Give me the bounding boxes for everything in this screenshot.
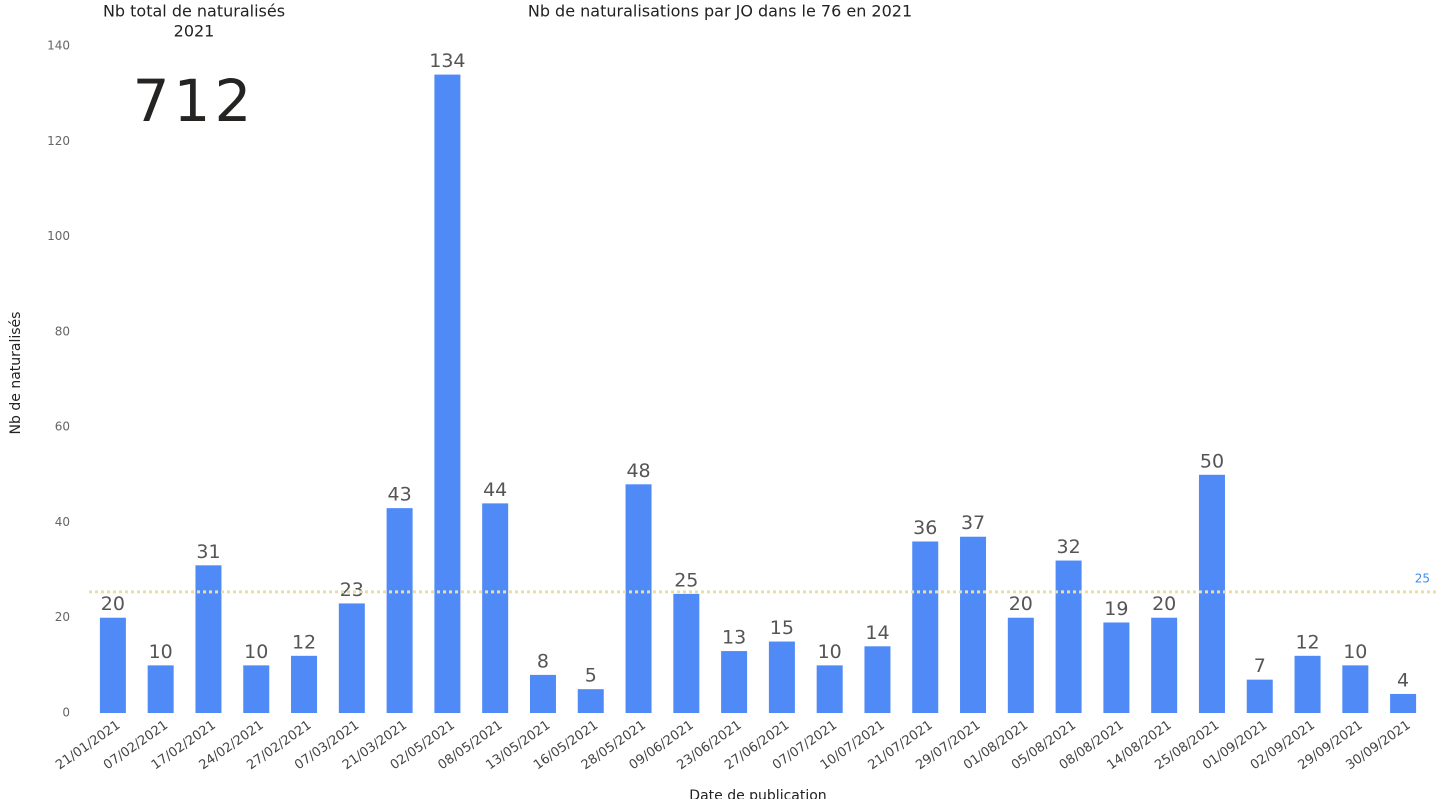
bar bbox=[912, 541, 939, 713]
value-label: 8 bbox=[537, 650, 549, 672]
bar bbox=[482, 503, 509, 713]
reference-label: 25 bbox=[1415, 571, 1430, 585]
bar bbox=[1007, 617, 1034, 713]
bar bbox=[864, 646, 891, 713]
bar bbox=[1103, 622, 1130, 713]
y-tick-label: 20 bbox=[55, 610, 70, 624]
value-label: 32 bbox=[1057, 536, 1081, 558]
card-value: 712 bbox=[133, 67, 256, 135]
bar bbox=[338, 603, 365, 713]
y-tick-label: 80 bbox=[55, 324, 70, 338]
y-axis-label: Nb de naturalisés bbox=[8, 312, 24, 435]
card-title: Nb total de naturalisés bbox=[103, 2, 285, 21]
bar bbox=[1055, 560, 1082, 713]
bar bbox=[721, 651, 748, 713]
value-label: 7 bbox=[1254, 655, 1266, 677]
bar bbox=[1198, 474, 1225, 713]
value-label: 20 bbox=[1009, 593, 1033, 615]
bar bbox=[816, 665, 843, 713]
value-label: 13 bbox=[722, 627, 746, 649]
bar bbox=[195, 565, 222, 713]
chart-title: Nb de naturalisations par JO dans le 76 … bbox=[528, 2, 912, 21]
bar bbox=[434, 74, 461, 714]
bar bbox=[577, 689, 604, 713]
y-tick-label: 140 bbox=[47, 39, 70, 53]
value-label: 4 bbox=[1397, 669, 1409, 691]
bar bbox=[673, 593, 700, 713]
value-label: 23 bbox=[340, 579, 364, 601]
bar bbox=[386, 508, 413, 713]
bar bbox=[99, 617, 126, 713]
bar bbox=[1151, 617, 1178, 713]
bar bbox=[147, 665, 174, 713]
value-label: 48 bbox=[626, 460, 650, 482]
value-label: 36 bbox=[913, 517, 937, 539]
value-label: 14 bbox=[865, 622, 889, 644]
value-label: 10 bbox=[818, 641, 842, 663]
y-tick-label: 60 bbox=[55, 420, 70, 434]
value-label: 10 bbox=[149, 641, 173, 663]
x-axis-label: Date de publication bbox=[689, 788, 826, 799]
bar bbox=[1390, 693, 1417, 713]
value-label: 12 bbox=[1295, 631, 1319, 653]
value-label: 12 bbox=[292, 631, 316, 653]
y-tick-label: 40 bbox=[55, 515, 70, 529]
value-label: 10 bbox=[244, 641, 268, 663]
value-label: 5 bbox=[585, 665, 597, 687]
y-tick-label: 100 bbox=[47, 229, 70, 243]
value-label: 10 bbox=[1343, 641, 1367, 663]
card-title: 2021 bbox=[174, 22, 215, 41]
bar bbox=[529, 674, 556, 713]
value-label: 50 bbox=[1200, 450, 1224, 472]
value-label: 43 bbox=[388, 484, 412, 506]
bar bbox=[1246, 679, 1273, 713]
y-tick-label: 0 bbox=[62, 706, 70, 720]
bar bbox=[768, 641, 795, 713]
bar bbox=[1342, 665, 1369, 713]
value-label: 20 bbox=[1152, 593, 1176, 615]
bar bbox=[960, 536, 987, 713]
value-label: 20 bbox=[101, 593, 125, 615]
value-label: 15 bbox=[770, 617, 794, 639]
bar bbox=[1294, 655, 1321, 713]
value-label: 134 bbox=[429, 50, 465, 72]
bar bbox=[243, 665, 270, 713]
bar bbox=[291, 655, 318, 713]
bar bbox=[625, 484, 652, 713]
value-label: 25 bbox=[674, 569, 698, 591]
value-label: 31 bbox=[196, 541, 220, 563]
y-tick-label: 120 bbox=[47, 134, 70, 148]
value-label: 44 bbox=[483, 479, 507, 501]
value-label: 37 bbox=[961, 512, 985, 534]
value-label: 19 bbox=[1104, 598, 1128, 620]
